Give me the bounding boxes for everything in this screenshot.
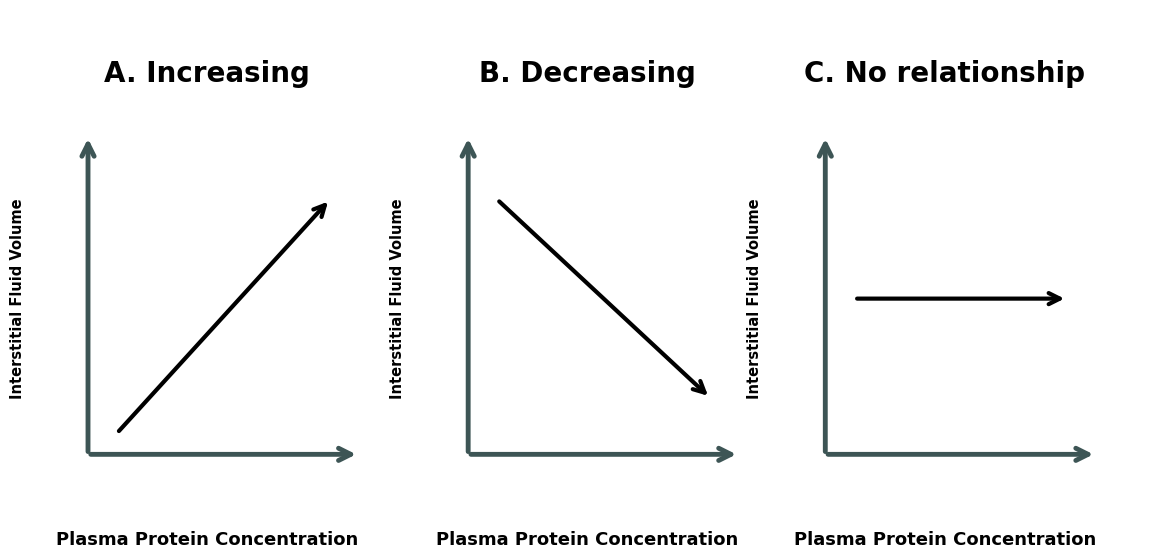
Text: Plasma Protein Concentration: Plasma Protein Concentration bbox=[437, 531, 738, 549]
Text: A. Increasing: A. Increasing bbox=[105, 60, 310, 88]
Text: Interstitial Fluid Volume: Interstitial Fluid Volume bbox=[9, 199, 25, 399]
Text: B. Decreasing: B. Decreasing bbox=[479, 60, 696, 88]
Text: Plasma Protein Concentration: Plasma Protein Concentration bbox=[794, 531, 1096, 549]
Text: C. No relationship: C. No relationship bbox=[804, 60, 1085, 88]
Text: Interstitial Fluid Volume: Interstitial Fluid Volume bbox=[389, 199, 406, 399]
Text: Plasma Protein Concentration: Plasma Protein Concentration bbox=[56, 531, 358, 549]
Text: Interstitial Fluid Volume: Interstitial Fluid Volume bbox=[746, 199, 763, 399]
